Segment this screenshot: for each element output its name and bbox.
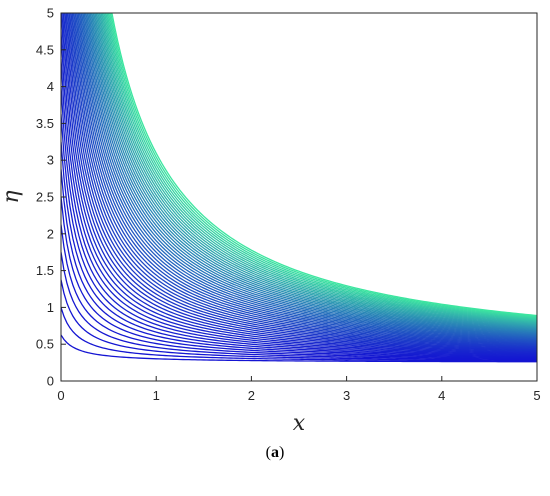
x-tick-label: 1 <box>153 388 160 403</box>
y-axis-ticks: 0 0.5 1 1.5 2 2.5 3 3.5 4 4.5 5 <box>36 6 66 389</box>
y-tick-label: 4.5 <box>36 42 54 57</box>
contour-line-42 <box>95 13 537 328</box>
x-tick-label: 2 <box>248 388 255 403</box>
contour-line-23 <box>72 13 537 344</box>
contour-line-6 <box>61 196 537 359</box>
contour-line-47 <box>101 13 537 324</box>
y-tick-label: 2 <box>47 226 54 241</box>
contour-line-14 <box>62 13 537 352</box>
x-axis-ticks: 0 1 2 3 4 5 <box>57 376 541 403</box>
contour-line-9 <box>61 114 537 356</box>
contour-line-30 <box>81 13 537 338</box>
contour-line-4 <box>61 252 537 360</box>
x-tick-label: 5 <box>533 388 540 403</box>
contour-line-43 <box>96 13 537 327</box>
figure-caption: (a) <box>265 444 285 461</box>
contour-line-7 <box>61 169 537 358</box>
contour-line-12 <box>61 31 537 353</box>
contour-line-21 <box>70 13 537 346</box>
y-axis-label: η <box>0 190 24 203</box>
contour-line-27 <box>77 13 537 341</box>
contour-line-34 <box>86 13 537 335</box>
contour-curves <box>61 13 537 363</box>
y-tick-label: 2.5 <box>36 190 54 205</box>
contour-line-5 <box>61 224 537 359</box>
contour-line-1 <box>61 334 537 363</box>
y-tick-label: 3.5 <box>36 116 54 131</box>
x-tick-label: 4 <box>438 388 445 403</box>
contour-line-36 <box>88 13 537 333</box>
contour-line-10 <box>61 86 537 355</box>
caption-label: a <box>271 444 279 461</box>
contour-line-20 <box>69 13 537 347</box>
y-tick-label: 3 <box>47 153 54 168</box>
contour-line-17 <box>65 13 537 349</box>
y-tick-label: 0 <box>47 374 54 389</box>
x-axis-label: x <box>293 411 306 436</box>
contour-line-37 <box>89 13 537 332</box>
contour-line-16 <box>64 13 537 350</box>
contour-line-41 <box>94 13 537 329</box>
contour-line-39 <box>92 13 537 330</box>
contour-line-44 <box>98 13 537 326</box>
contour-line-15 <box>63 13 537 351</box>
contour-line-52 <box>107 13 537 319</box>
contour-line-3 <box>61 279 537 361</box>
contour-line-50 <box>105 13 537 321</box>
contour-line-33 <box>84 13 537 336</box>
contour-line-13 <box>61 13 537 353</box>
x-tick-label: 0 <box>57 388 64 403</box>
y-tick-label: 1 <box>47 300 54 315</box>
contour-line-49 <box>104 13 537 322</box>
contour-line-2 <box>61 307 537 362</box>
contour-line-51 <box>106 13 537 320</box>
contour-line-11 <box>61 58 537 354</box>
contour-line-8 <box>61 141 537 357</box>
x-tick-label: 3 <box>343 388 350 403</box>
contour-line-40 <box>93 13 537 330</box>
y-tick-label: 5 <box>47 6 54 21</box>
contour-line-35 <box>87 13 537 334</box>
contour-line-46 <box>100 13 537 324</box>
contour-line-45 <box>99 13 537 325</box>
contour-line-29 <box>80 13 537 339</box>
contour-line-53 <box>108 13 537 318</box>
contour-line-28 <box>78 13 537 340</box>
contour-line-18 <box>66 13 537 348</box>
contour-line-24 <box>74 13 537 343</box>
contour-chart: 0 1 2 3 4 5 0 0.5 1 1.5 2 2.5 3 3.5 4 4.5 5 x η <box>0 6 541 437</box>
contour-line-55 <box>111 13 537 317</box>
contour-line-26 <box>76 13 537 341</box>
contour-line-22 <box>71 13 537 345</box>
contour-line-48 <box>102 13 537 323</box>
contour-line-54 <box>110 13 537 318</box>
contour-line-32 <box>83 13 537 336</box>
contour-line-38 <box>90 13 537 331</box>
contour-line-25 <box>75 13 537 342</box>
y-tick-label: 1.5 <box>36 263 54 278</box>
y-tick-label: 0.5 <box>36 337 54 352</box>
y-tick-label: 4 <box>47 79 54 94</box>
contour-line-31 <box>82 13 537 337</box>
contour-line-19 <box>68 13 537 347</box>
